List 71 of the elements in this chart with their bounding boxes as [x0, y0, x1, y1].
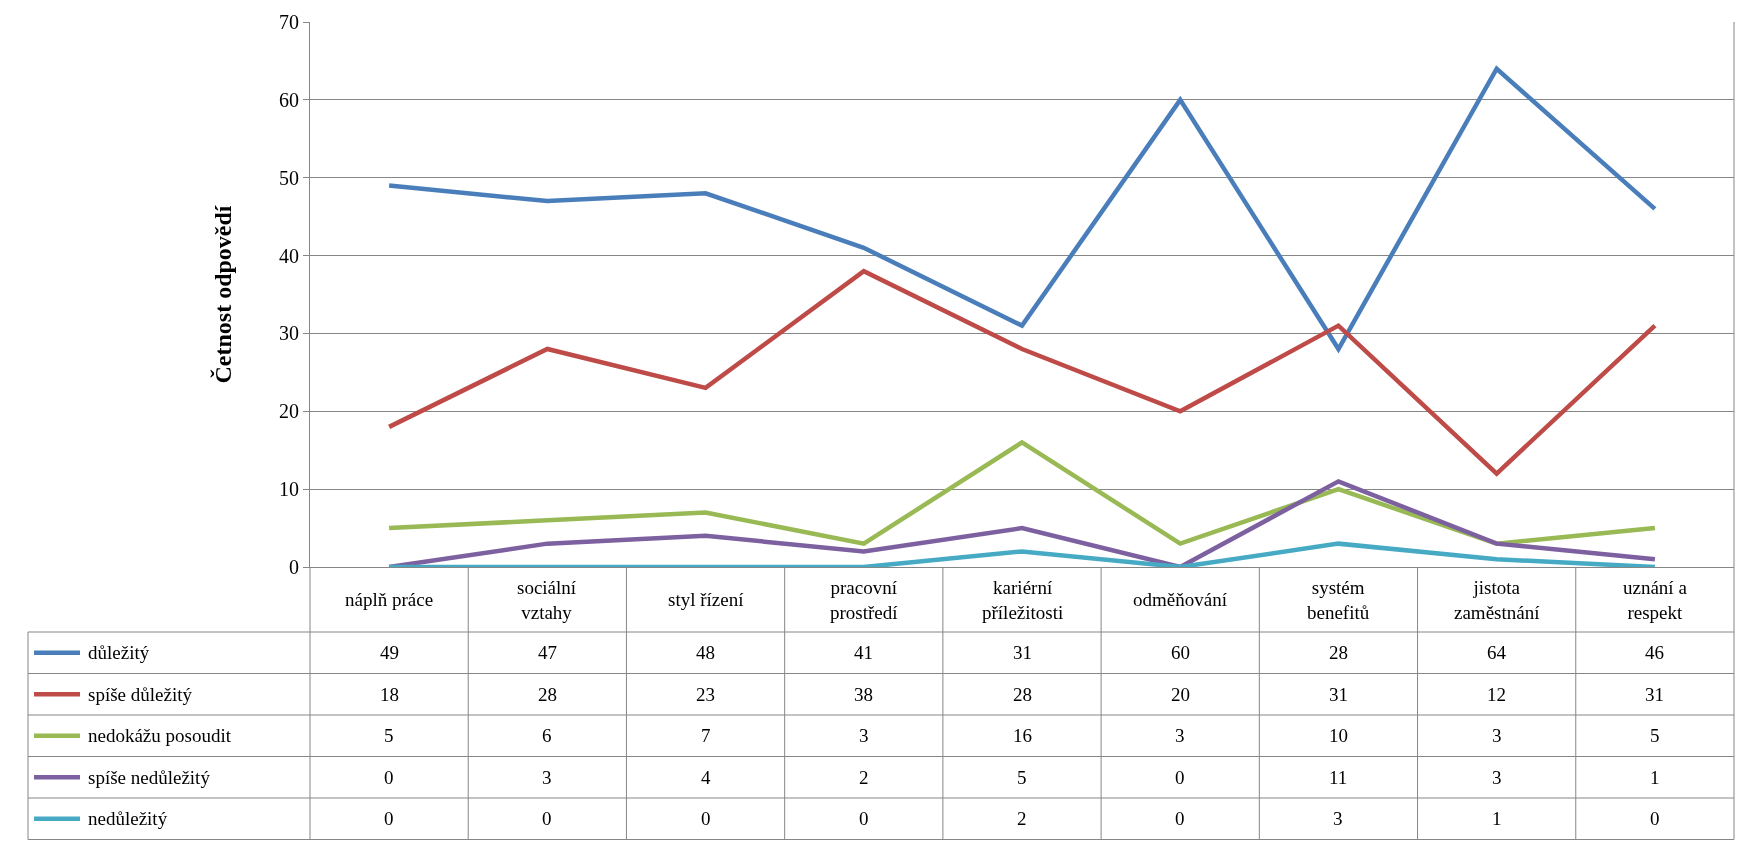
legend-label: důležitý — [88, 642, 150, 663]
y-tick-label: 30 — [279, 322, 299, 345]
data-label: 5 — [384, 725, 394, 746]
data-label: 0 — [701, 808, 711, 829]
data-label: 3 — [1175, 725, 1185, 746]
data-label: 3 — [1333, 808, 1343, 829]
data-label: 1 — [1492, 808, 1502, 829]
data-label: 0 — [1175, 767, 1185, 788]
y-tick-label: 20 — [279, 400, 299, 423]
data-label: 6 — [542, 725, 552, 746]
data-label: 41 — [854, 642, 873, 663]
data-label: 0 — [1175, 808, 1185, 829]
data-label: 3 — [1492, 725, 1502, 746]
data-label: 2 — [859, 767, 869, 788]
x-tick-label: jistota zaměstnání — [1454, 577, 1541, 623]
x-tick-label: systém benefitů — [1307, 577, 1370, 623]
data-label: 48 — [696, 642, 715, 663]
y-tick-label: 10 — [279, 478, 299, 501]
data-label: 10 — [1329, 725, 1348, 746]
data-label: 1 — [1650, 767, 1660, 788]
data-label: 28 — [538, 684, 557, 705]
line-series — [386, 440, 1658, 546]
data-label: 4 — [701, 767, 711, 788]
x-tick-label: odměňování — [1133, 589, 1228, 610]
data-label: 18 — [380, 684, 399, 705]
x-tick-label: kariérní příležitosti — [982, 577, 1064, 623]
legend-label: spíše nedůležitý — [88, 767, 211, 788]
data-label: 3 — [1492, 767, 1502, 788]
data-label: 0 — [1650, 808, 1660, 829]
data-label: 31 — [1645, 684, 1664, 705]
data-label: 20 — [1171, 684, 1190, 705]
y-tick-label: 60 — [279, 88, 299, 111]
data-label: 3 — [542, 767, 552, 788]
data-label: 0 — [859, 808, 869, 829]
data-label: 49 — [380, 642, 399, 663]
data-label: 3 — [859, 725, 869, 746]
data-label: 46 — [1645, 642, 1664, 663]
data-label: 5 — [1017, 767, 1027, 788]
data-label: 0 — [542, 808, 552, 829]
x-tick-label: náplň práce — [345, 589, 434, 610]
y-tick-label: 50 — [279, 166, 299, 189]
data-label: 0 — [384, 808, 394, 829]
x-tick-label: pracovní prostředí — [830, 577, 899, 623]
y-tick-label: 40 — [279, 244, 299, 267]
data-label: 60 — [1171, 642, 1190, 663]
data-label: 31 — [1013, 642, 1032, 663]
data-label: 23 — [696, 684, 715, 705]
data-label: 38 — [854, 684, 873, 705]
line-series — [386, 268, 1658, 476]
data-label: 31 — [1329, 684, 1348, 705]
y-tick-label: 0 — [289, 556, 299, 578]
y-axis-title: Četnost odpovědí — [210, 205, 237, 384]
data-label: 28 — [1013, 684, 1032, 705]
data-label: 11 — [1329, 767, 1348, 788]
line-series — [386, 541, 1658, 567]
data-label: 7 — [701, 725, 711, 746]
data-label: 47 — [538, 642, 557, 663]
y-tick-label: 70 — [279, 11, 299, 33]
legend-label: spíše důležitý — [88, 684, 193, 705]
data-label: 16 — [1013, 725, 1032, 746]
data-label: 5 — [1650, 725, 1660, 746]
data-label: 2 — [1017, 808, 1027, 829]
legend-label: nedůležitý — [88, 808, 168, 829]
x-tick-label: sociální vztahy — [517, 577, 577, 623]
data-label: 64 — [1487, 642, 1507, 663]
x-tick-label: styl řízení — [668, 589, 745, 610]
data-label: 12 — [1487, 684, 1506, 705]
data-label: 28 — [1329, 642, 1348, 663]
data-label: 0 — [384, 767, 394, 788]
legend-label: nedokážu posoudit — [88, 725, 232, 746]
x-tick-label: uznání a respekt — [1623, 577, 1688, 623]
